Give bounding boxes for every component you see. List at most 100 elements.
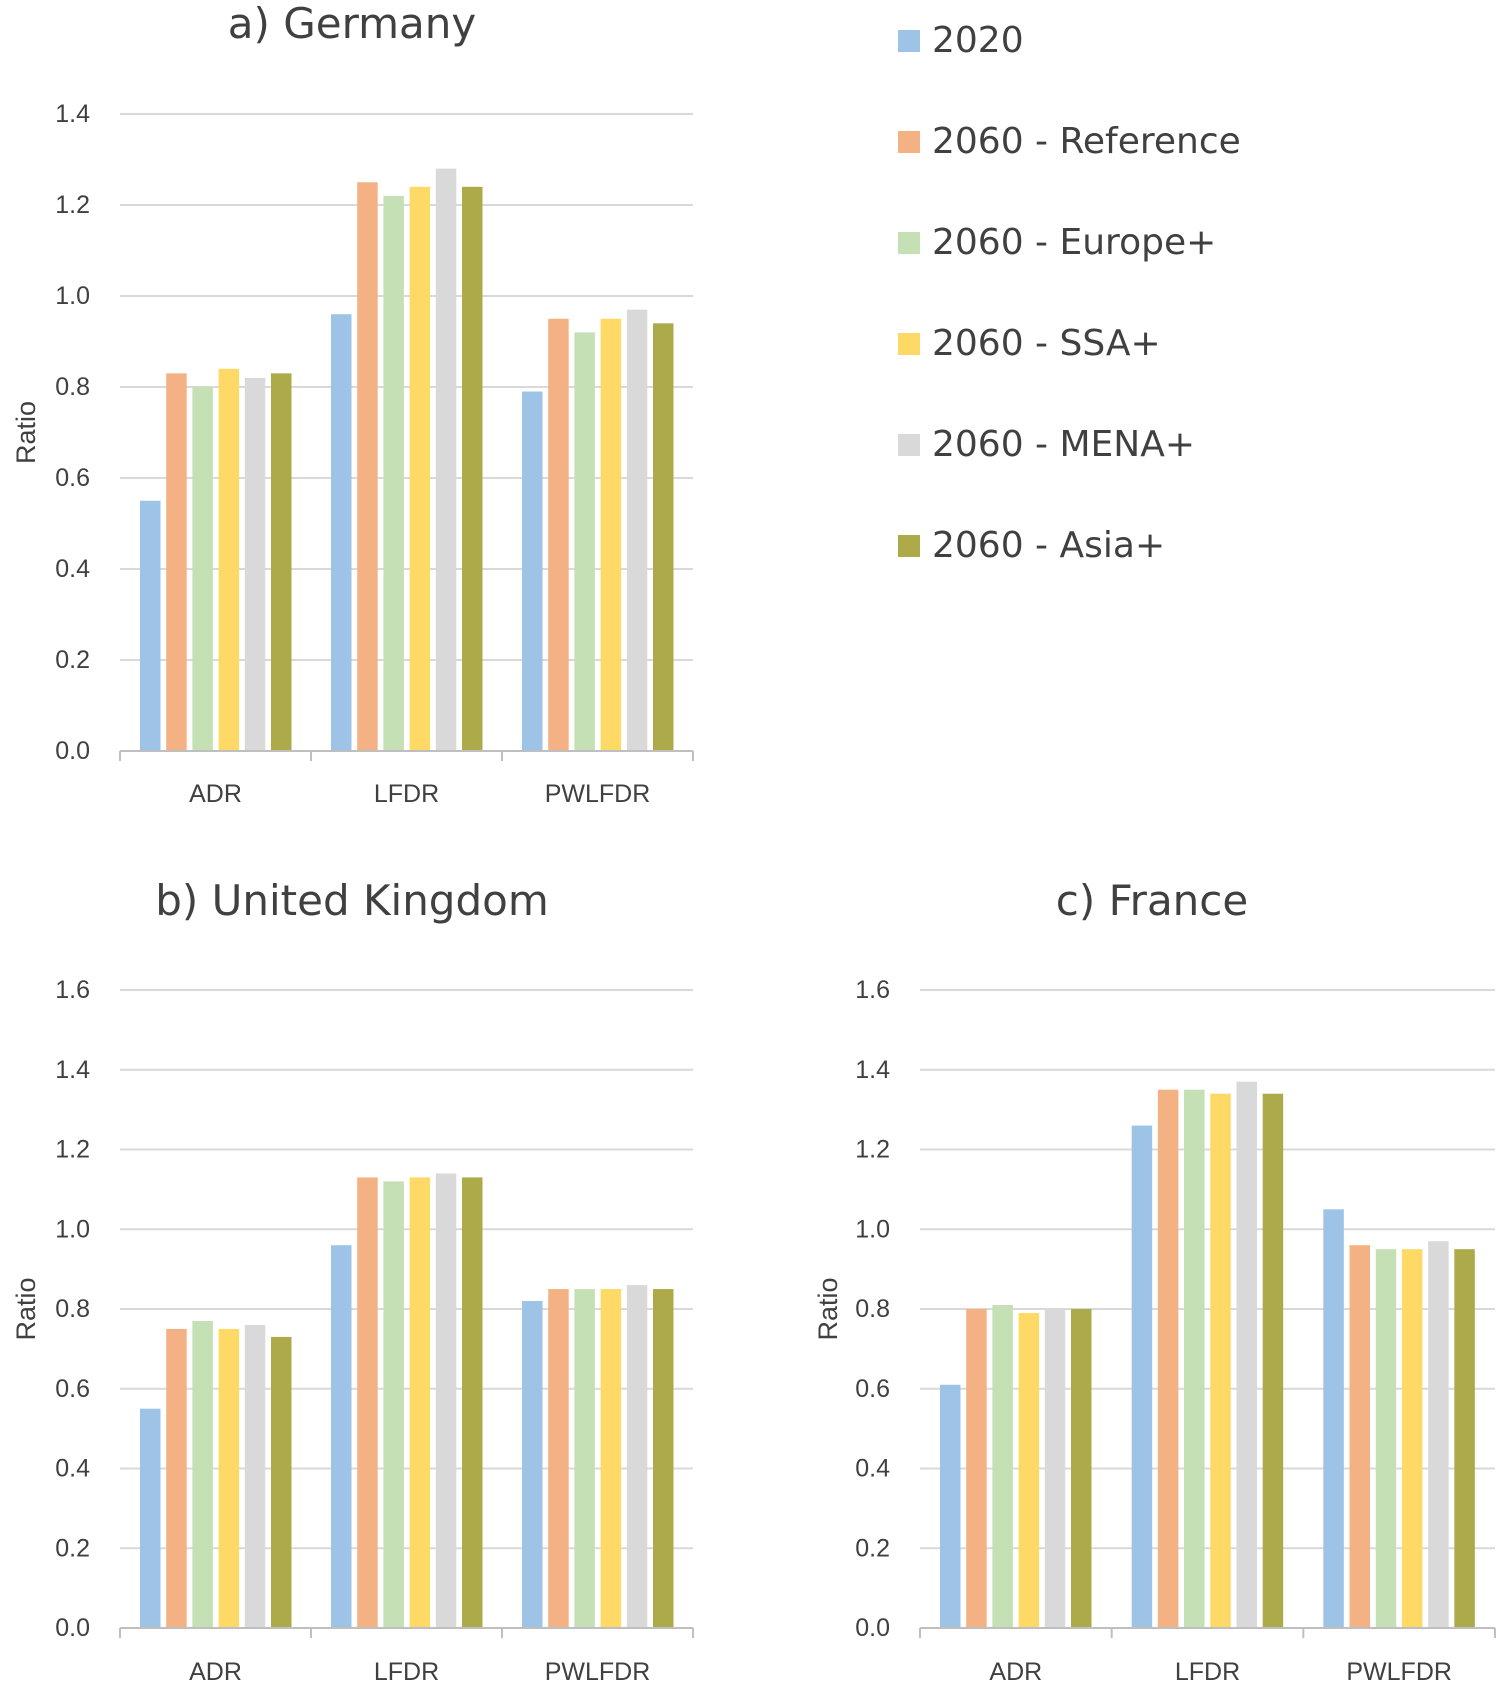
chart-panel-1: a) Germany Ratio 0.0 0.2 0.4 0.6 0.8 1.0 1.2 1.4 A… (11, 0, 694, 808)
bar (1349, 1245, 1371, 1628)
legend-label: 2060 - Asia+ (932, 525, 1166, 566)
bar (331, 1245, 352, 1628)
y-tick-label: 0.2 (55, 646, 90, 674)
y-tick-label: 0.8 (55, 373, 90, 401)
y-tick-label: 0.6 (855, 1375, 890, 1403)
bar (331, 314, 352, 751)
legend-swatch (898, 130, 920, 153)
bar (1184, 1089, 1205, 1628)
bar (574, 332, 595, 751)
y-tick-label: 0.2 (55, 1534, 90, 1562)
bar (140, 500, 161, 751)
y-tick-label: 1.4 (55, 100, 90, 128)
x-category-label: ADR (189, 780, 242, 808)
bar (1375, 1249, 1397, 1628)
bar (192, 1320, 213, 1628)
bar (140, 1408, 161, 1628)
bar (271, 373, 292, 751)
bar (409, 186, 431, 752)
y-axis-title: Ratio (11, 1277, 41, 1340)
legend-swatch (898, 29, 920, 52)
y-tick-label: 0.6 (55, 464, 90, 492)
chart-title: c) France (1056, 876, 1249, 925)
bar (271, 1336, 292, 1628)
legend-label: 2060 - Europe+ (932, 222, 1217, 263)
bar (522, 391, 543, 751)
legend-label: 2060 - Reference (932, 121, 1241, 162)
legend-label: 2060 - MENA+ (932, 424, 1196, 465)
bar (383, 195, 404, 751)
chart-title: a) Germany (228, 0, 477, 48)
bar (626, 309, 648, 751)
y-tick-label: 0.4 (55, 555, 90, 583)
y-tick-label: 1.0 (855, 1215, 890, 1243)
legend-swatch (898, 433, 920, 456)
bar (1454, 1249, 1475, 1628)
legend-label: 2020 (932, 20, 1024, 61)
bar (192, 387, 213, 751)
bar (626, 1285, 648, 1628)
bar (548, 1289, 569, 1628)
legend-item-asia: 2060 - Asia+ (898, 525, 1165, 566)
y-tick-label: 1.6 (55, 976, 90, 1004)
legend-swatch (898, 231, 920, 254)
y-tick-label: 0.4 (55, 1455, 90, 1483)
bar (522, 1301, 543, 1628)
legend-item-ssa: 2060 - SSA+ (898, 323, 1161, 364)
bar (435, 1173, 457, 1628)
bar (1131, 1125, 1153, 1628)
x-category-label: LFDR (1175, 1658, 1240, 1682)
bar (1157, 1089, 1179, 1628)
y-tick-label: 0.0 (55, 1614, 90, 1642)
bar (600, 318, 622, 751)
bar (653, 1289, 674, 1628)
bar (1323, 1209, 1344, 1628)
y-tick-label: 1.2 (855, 1136, 890, 1164)
y-tick-label: 1.2 (55, 1136, 90, 1164)
bar (462, 186, 483, 752)
y-tick-label: 1.0 (55, 1215, 90, 1243)
bar (1210, 1093, 1231, 1628)
chart-panel-3: c) France Ratio 0.0 0.2 0.4 0.6 0.8 1.0 1.2 1.4 1.… (813, 876, 1496, 1682)
legend-item-mena: 2060 - MENA+ (898, 424, 1195, 465)
bar (357, 1177, 378, 1628)
bar (1401, 1249, 1423, 1628)
bar (966, 1309, 987, 1628)
bar (548, 318, 569, 751)
y-tick-label: 1.2 (55, 191, 90, 219)
bar (1262, 1093, 1284, 1628)
bar (1236, 1081, 1257, 1628)
y-tick-label: 0.4 (855, 1455, 890, 1483)
x-category-label: LFDR (374, 1658, 439, 1682)
chart-panel-2: b) United Kingdom Ratio 0.0 0.2 0.4 0.6 0.8 1.0… (11, 876, 694, 1682)
legend-label: 2060 - SSA+ (932, 323, 1161, 364)
bar (462, 1177, 483, 1628)
y-tick-label: 0.0 (855, 1614, 890, 1642)
x-category-label: ADR (989, 1658, 1042, 1682)
bar (218, 368, 240, 751)
y-tick-label: 0.0 (55, 737, 90, 765)
y-tick-label: 0.6 (55, 1375, 90, 1403)
x-category-label: ADR (189, 1658, 242, 1682)
bar (1018, 1312, 1040, 1628)
bar (244, 1324, 266, 1628)
bar (244, 377, 266, 751)
y-tick-label: 0.8 (855, 1295, 890, 1323)
legend-item-europe: 2060 - Europe+ (898, 222, 1216, 263)
y-tick-label: 1.4 (55, 1056, 90, 1084)
x-category-label: PWLFDR (545, 1658, 651, 1682)
bar (1044, 1309, 1066, 1628)
bar (653, 323, 674, 751)
legend-item-2020: 2020 (898, 20, 1024, 61)
bar (166, 373, 187, 751)
y-tick-label: 1.4 (855, 1056, 890, 1084)
x-category-label: PWLFDR (1346, 1658, 1452, 1682)
legend-swatch (898, 534, 920, 557)
y-tick-label: 0.2 (855, 1534, 890, 1562)
bar (1071, 1309, 1092, 1628)
bar (218, 1328, 240, 1628)
x-category-label: PWLFDR (545, 780, 651, 808)
bar (383, 1181, 404, 1628)
bar (1428, 1241, 1449, 1628)
